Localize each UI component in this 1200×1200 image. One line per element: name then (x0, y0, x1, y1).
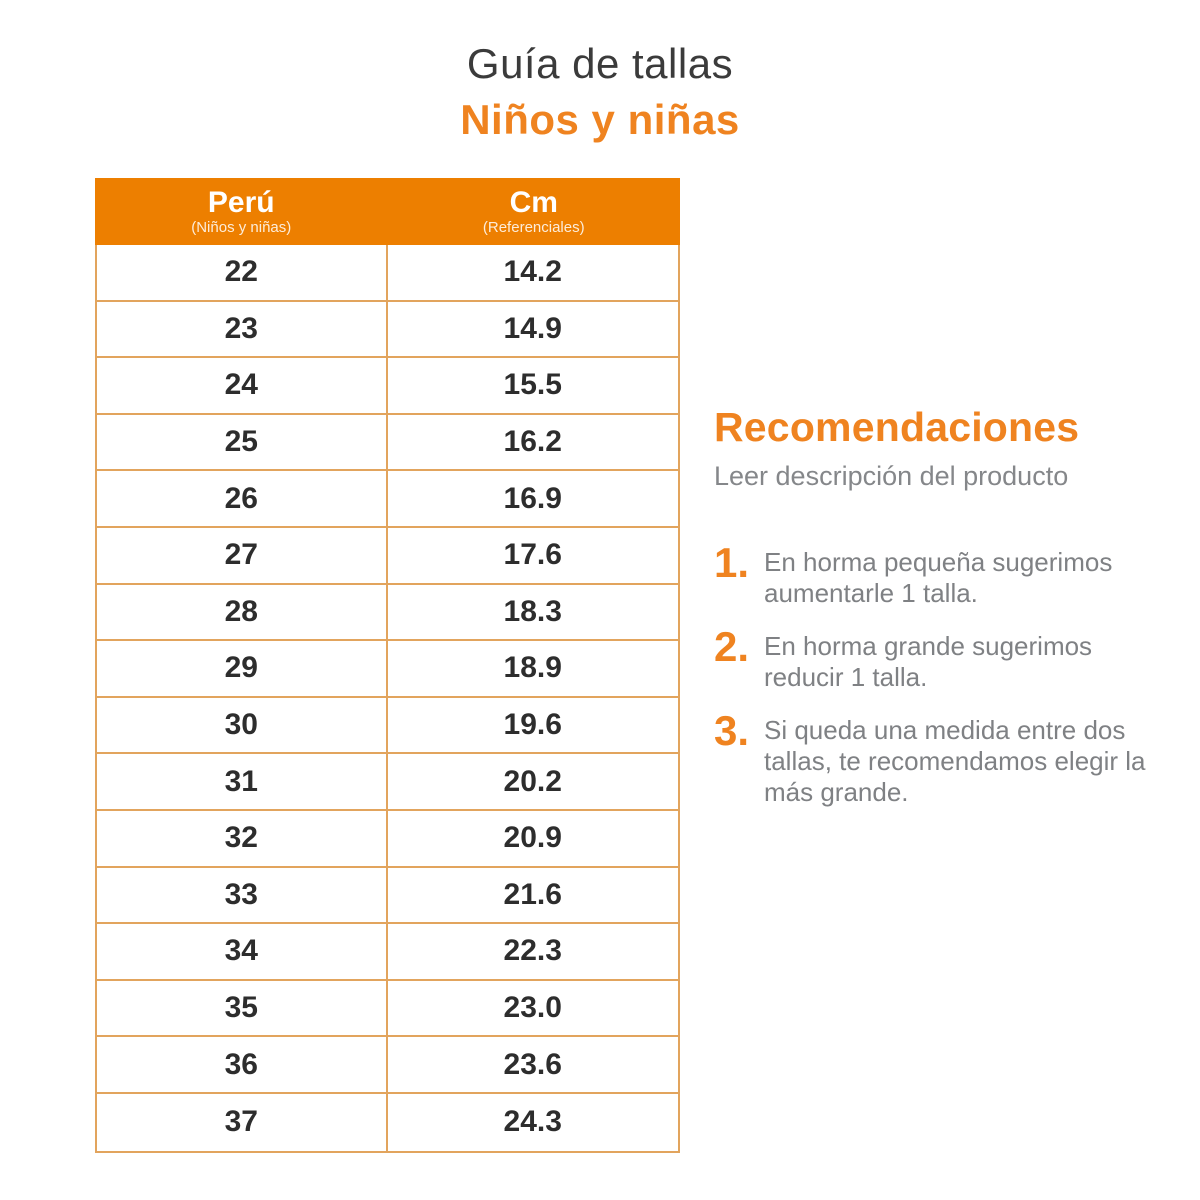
page-subtitle: Niños y niñas (460, 96, 740, 143)
page-title: Guía de tallas (466, 40, 734, 87)
column-header-peru: Perú (Niños y niñas) (95, 178, 388, 245)
size-cell-peru: 25 (97, 414, 388, 470)
size-table-body: 22 14.2 23 14.9 24 15.5 25 16.2 26 16.9 … (95, 245, 680, 1153)
table-row: 25 16.2 (97, 414, 678, 472)
size-cell-cm: 16.9 (503, 481, 562, 515)
size-cell-peru: 24 (97, 358, 388, 413)
size-cell-cm: 19.6 (503, 708, 562, 742)
recommendations-section: Recomendaciones Leer descripción del pro… (714, 404, 1174, 808)
recommendation-number: 2. (714, 623, 750, 670)
recommendations-subheading: Leer descripción del producto (714, 461, 1069, 491)
size-cell-peru: 33 (97, 867, 388, 923)
size-cell-cm: 18.9 (503, 651, 562, 685)
recommendation-item: 2. En horma grande sugerimos reducir 1 t… (714, 626, 1174, 693)
table-row: 28 18.3 (97, 584, 678, 642)
size-cell-peru: 26 (97, 471, 388, 526)
size-cell-peru: 34 (97, 924, 388, 979)
recommendation-item: 1. En horma pequeña sugerimos aumentarle… (714, 542, 1174, 609)
size-cell-peru: 31 (97, 754, 388, 809)
table-row: 26 16.9 (97, 471, 678, 528)
column-header-cm: Cm (Referenciales) (388, 178, 681, 245)
size-cell-cm: 21.6 (503, 877, 562, 911)
table-row: 32 20.9 (97, 810, 678, 868)
size-cell-cm: 23.6 (503, 1047, 562, 1081)
recommendation-number: 3. (714, 707, 750, 754)
recommendation-number: 1. (714, 539, 750, 586)
table-row: 33 21.6 (97, 867, 678, 925)
size-cell-cm: 24.3 (503, 1105, 562, 1139)
recommendation-text: En horma pequeña sugerimos aumentarle 1 … (764, 547, 1113, 608)
table-row: 27 17.6 (97, 527, 678, 585)
recommendation-item: 3. Si queda una medida entre dos tallas,… (714, 710, 1174, 808)
size-cell-peru: 32 (97, 810, 388, 866)
column-header-peru-sublabel: (Niños y niñas) (191, 218, 292, 236)
table-row: 30 19.6 (97, 697, 678, 755)
size-cell-peru: 37 (97, 1093, 388, 1151)
table-row: 37 24.3 (97, 1093, 678, 1151)
table-row: 24 15.5 (97, 358, 678, 415)
size-cell-cm: 22.3 (503, 934, 562, 968)
recommendations-list: 1. En horma pequeña sugerimos aumentarle… (714, 542, 1174, 808)
size-cell-peru: 27 (97, 527, 388, 583)
recommendation-text: Si queda una medida entre dos tallas, te… (764, 715, 1146, 807)
table-row: 23 14.9 (97, 301, 678, 359)
size-cell-peru: 28 (97, 584, 388, 640)
recommendation-text: En horma grande sugerimos reducir 1 tall… (764, 631, 1093, 692)
column-header-cm-label: Cm (509, 186, 558, 220)
size-cell-cm: 15.5 (503, 368, 562, 402)
table-row: 29 18.9 (97, 641, 678, 698)
table-row: 22 14.2 (97, 245, 678, 302)
size-cell-cm: 20.2 (503, 764, 562, 798)
recommendations-heading: Recomendaciones (714, 404, 1080, 450)
column-header-peru-label: Perú (207, 186, 275, 220)
size-cell-cm: 16.2 (503, 425, 562, 459)
size-cell-peru: 30 (97, 697, 388, 753)
title-block: Guía de tallas Niños y niñas (0, 40, 1200, 144)
column-header-cm-sublabel: (Referenciales) (482, 218, 585, 236)
size-cell-peru: 29 (97, 641, 388, 696)
size-table: Perú (Niños y niñas) Cm (Referenciales) … (95, 178, 680, 1153)
size-cell-cm: 18.3 (503, 594, 562, 628)
size-cell-cm: 20.9 (503, 821, 562, 855)
size-cell-peru: 36 (97, 1037, 388, 1092)
size-cell-peru: 35 (97, 980, 388, 1036)
size-cell-cm: 23.0 (503, 991, 562, 1025)
size-cell-peru: 22 (97, 245, 388, 300)
size-cell-cm: 14.2 (503, 255, 562, 289)
table-row: 35 23.0 (97, 980, 678, 1038)
size-cell-cm: 17.6 (503, 538, 562, 572)
table-row: 34 22.3 (97, 924, 678, 981)
size-table-header: Perú (Niños y niñas) Cm (Referenciales) (95, 178, 680, 245)
table-row: 36 23.6 (97, 1037, 678, 1094)
size-cell-peru: 23 (97, 301, 388, 357)
size-cell-cm: 14.9 (503, 311, 562, 345)
table-row: 31 20.2 (97, 754, 678, 811)
